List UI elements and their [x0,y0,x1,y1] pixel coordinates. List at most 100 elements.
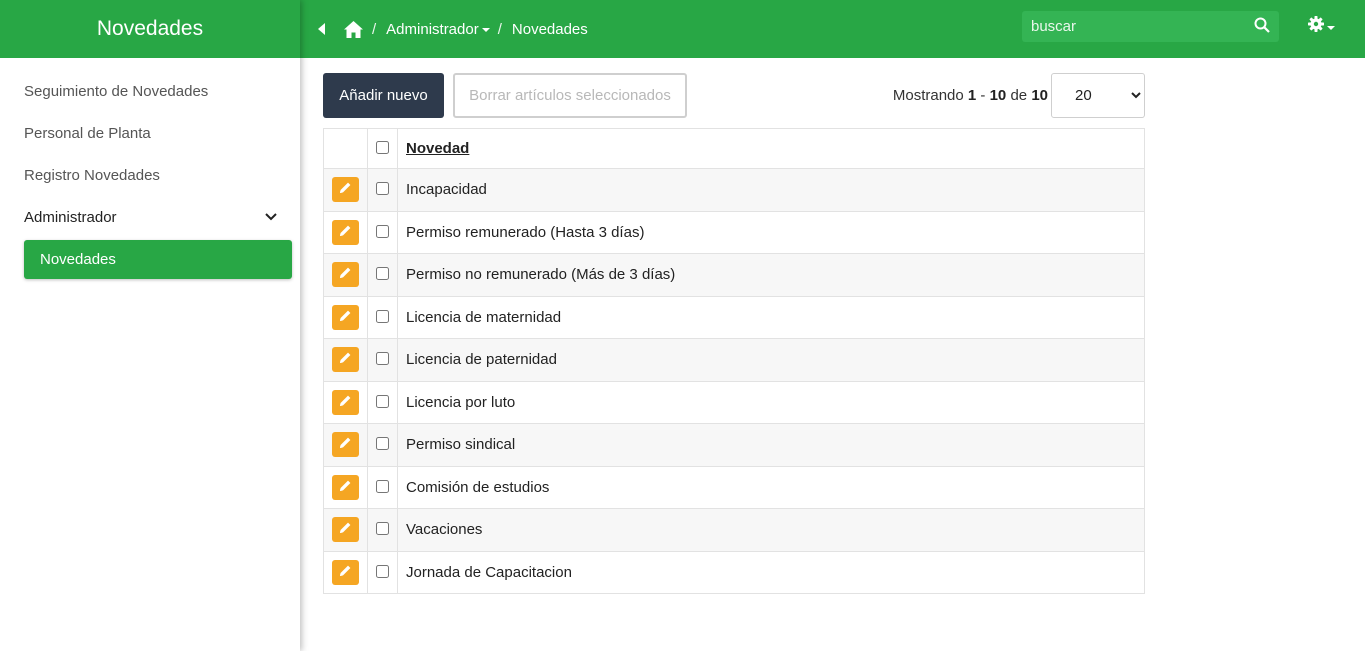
edit-button[interactable] [332,304,359,330]
table-row: Licencia por luto [323,380,1145,424]
novedad-cell: Vacaciones [397,508,1145,551]
novedad-cell: Permiso remunerado (Hasta 3 días) [397,210,1145,254]
sidebar-section-administrador[interactable]: Administrador [0,196,300,238]
home-icon[interactable] [344,19,364,39]
sidebar: Novedades Seguimiento de Novedades Perso… [0,0,300,651]
row-checkbox[interactable] [376,182,389,196]
row-checkbox[interactable] [376,522,389,536]
pencil-icon [339,351,352,368]
edit-cell [323,210,368,254]
pencil-icon [339,224,352,241]
select-cell [367,465,398,509]
table-row: Incapacidad [323,168,1145,211]
chevron-down-icon [264,210,278,224]
edit-cell [323,423,368,466]
novedad-cell: Licencia de paternidad [397,338,1145,381]
edit-button[interactable] [332,262,359,288]
caret-down-icon [1327,25,1335,30]
pencil-icon [339,564,352,581]
edit-cell [323,508,368,551]
novedad-cell: Permiso no remunerado (Más de 3 días) [397,253,1145,296]
row-checkbox[interactable] [376,479,389,493]
edit-button[interactable] [332,347,359,373]
showing-dash: - [980,87,986,104]
delete-selected-button[interactable]: Borrar artículos seleccionados [453,73,687,118]
novedad-cell: Licencia por luto [397,380,1145,424]
breadcrumb-administrador[interactable]: Administrador [386,21,490,38]
caret-down-icon [481,28,490,32]
sidebar-item-personal-de-planta[interactable]: Personal de Planta [24,124,151,142]
showing-to: 10 [989,87,1007,104]
novedad-cell: Permiso sindical [397,423,1145,466]
select-all-checkbox[interactable] [376,141,389,154]
select-cell [367,295,398,339]
back-arrow-icon[interactable] [318,19,330,39]
edit-cell [323,550,368,594]
pencil-icon [339,309,352,326]
edit-button[interactable] [332,559,359,585]
topbar: / Administrador / Novedades [300,0,1365,58]
pagination-summary: Mostrando 1 - 10 de 10 [893,87,1048,104]
table-row: Vacaciones [323,508,1145,551]
pencil-icon [339,266,352,283]
showing-from: 1 [967,87,977,104]
select-cell [367,253,398,296]
breadcrumb-novedades: Novedades [511,20,588,38]
select-all-cell [367,128,398,169]
pencil-icon [339,436,352,453]
table-row: Jornada de Capacitacion [323,550,1145,594]
edit-cell [323,253,368,296]
edit-button[interactable] [332,517,359,543]
novedad-cell: Comisión de estudios [397,465,1145,509]
showing-of: de [1010,87,1028,104]
select-cell [367,380,398,424]
table-row: Permiso remunerado (Hasta 3 días) [323,210,1145,254]
edit-cell [323,465,368,509]
select-cell [367,550,398,594]
novedad-column-header: Novedad [397,128,1145,169]
sidebar-item-seguimiento-novedades[interactable]: Seguimiento de Novedades [24,82,209,100]
table-row: Licencia de paternidad [323,338,1145,381]
search-box [1022,11,1279,42]
select-cell [367,168,398,211]
search-input[interactable] [1022,11,1247,42]
select-cell [367,423,398,466]
row-checkbox[interactable] [376,224,389,238]
brand-title: Novedades [0,0,300,58]
edit-cell [323,338,368,381]
edit-button[interactable] [332,219,359,245]
add-new-button[interactable]: Añadir nuevo [323,73,444,118]
select-cell [367,210,398,254]
toolbar: Añadir nuevo Borrar artículos selecciona… [323,73,1145,118]
settings-dropdown[interactable] [1308,16,1335,37]
sort-novedad-link[interactable]: Novedad [406,140,470,157]
table-row: Permiso no remunerado (Más de 3 días) [323,253,1145,296]
edit-button[interactable] [332,474,359,500]
sidebar-item-novedades[interactable]: Novedades [24,240,292,279]
edit-button[interactable] [332,177,359,203]
row-checkbox[interactable] [376,564,389,578]
sidebar-item-registro-novedades[interactable]: Registro Novedades [24,166,160,184]
breadcrumb-separator: / [497,20,502,38]
table-row: Comisión de estudios [323,465,1145,509]
page-size-select[interactable]: 20 [1051,73,1145,118]
row-checkbox[interactable] [376,352,389,366]
row-checkbox[interactable] [376,267,389,281]
novedad-cell: Jornada de Capacitacion [397,550,1145,594]
pencil-icon [339,521,352,538]
edit-column-header [323,128,368,169]
showing-total: 10 [1031,87,1048,104]
edit-button[interactable] [332,432,359,458]
row-checkbox[interactable] [376,437,389,451]
select-cell [367,508,398,551]
gear-icon [1308,16,1324,37]
row-checkbox[interactable] [376,309,389,323]
search-icon[interactable] [1254,17,1271,34]
table-row: Permiso sindical [323,423,1145,466]
row-checkbox[interactable] [376,394,389,408]
table-body: Incapacidad Permiso remunerado (Hasta 3 d… [323,168,1145,594]
main-content: Añadir nuevo Borrar artículos selecciona… [323,73,1145,594]
table-row: Licencia de maternidad [323,295,1145,339]
novedades-table: Novedad Incapacidad Permiso remunerado (H… [323,128,1145,594]
edit-button[interactable] [332,389,359,415]
